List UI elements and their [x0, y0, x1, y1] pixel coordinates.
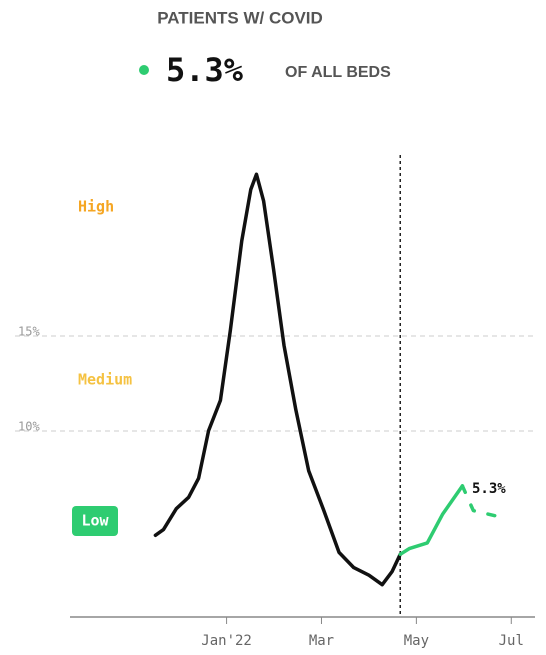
x-tick-label: Mar	[309, 633, 334, 649]
level-label: Low	[81, 512, 109, 530]
headline-value: 5.3%	[166, 51, 244, 89]
chart-title: PATIENTS W/ COVID	[157, 8, 323, 27]
x-tick-label: Jul	[499, 633, 524, 649]
x-tick-label: Jan'22	[201, 633, 252, 649]
series-line	[153, 172, 402, 587]
level-label: High	[78, 198, 114, 216]
level-label: Medium	[78, 371, 132, 389]
x-tick-label: May	[404, 633, 429, 649]
series-line	[398, 484, 465, 557]
series-line	[460, 484, 500, 519]
y-tick-label: 10%	[18, 420, 40, 434]
headline-text: OF ALL BEDS	[285, 64, 391, 81]
y-tick-label: 15%	[18, 325, 40, 339]
end-label: 5.3%	[472, 481, 506, 497]
status-dot	[139, 65, 149, 75]
level-badge	[72, 506, 118, 536]
